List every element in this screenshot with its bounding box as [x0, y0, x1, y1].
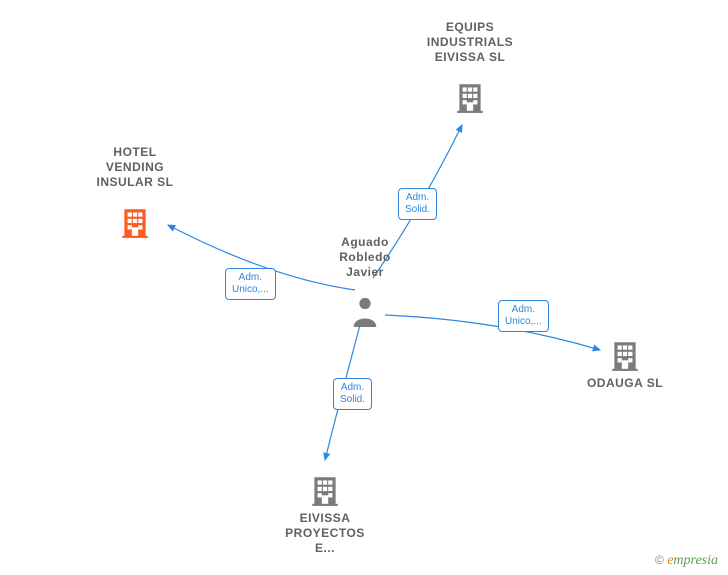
edge-label: Adm.Solid. [398, 188, 437, 220]
edge-label: Adm.Unico,... [498, 300, 549, 332]
node-label: ODAUGA SL [570, 376, 680, 391]
person-icon [350, 295, 380, 331]
building-icon [118, 205, 152, 243]
credit: © empresia [655, 553, 718, 569]
company-node[interactable]: EQUIPSINDUSTRIALSEIVISSA SL [415, 20, 525, 118]
node-label: AguadoRobledoJavier [310, 235, 420, 280]
company-node[interactable]: HOTELVENDINGINSULAR SL [80, 145, 190, 243]
edge [325, 325, 360, 460]
brand: empresia [667, 553, 718, 568]
center-node[interactable]: AguadoRobledoJavier [310, 235, 420, 331]
diagram-canvas: AguadoRobledoJavier HOTELVENDINGINSULAR … [0, 0, 728, 575]
edge-label: Adm.Solid. [333, 378, 372, 410]
edge-label: Adm.Unico,... [225, 268, 276, 300]
company-node[interactable]: EIVISSAPROYECTOSE... [270, 473, 380, 556]
building-icon [453, 80, 487, 118]
copyright-symbol: © [655, 553, 664, 567]
node-label: EIVISSAPROYECTOSE... [270, 511, 380, 556]
edge [373, 125, 462, 278]
node-label: HOTELVENDINGINSULAR SL [80, 145, 190, 190]
edges-layer [0, 0, 728, 575]
edge [385, 315, 600, 350]
node-label: EQUIPSINDUSTRIALSEIVISSA SL [415, 20, 525, 65]
edge [168, 225, 355, 290]
building-icon [608, 338, 642, 376]
company-node[interactable]: ODAUGA SL [570, 338, 680, 391]
building-icon [308, 473, 342, 511]
